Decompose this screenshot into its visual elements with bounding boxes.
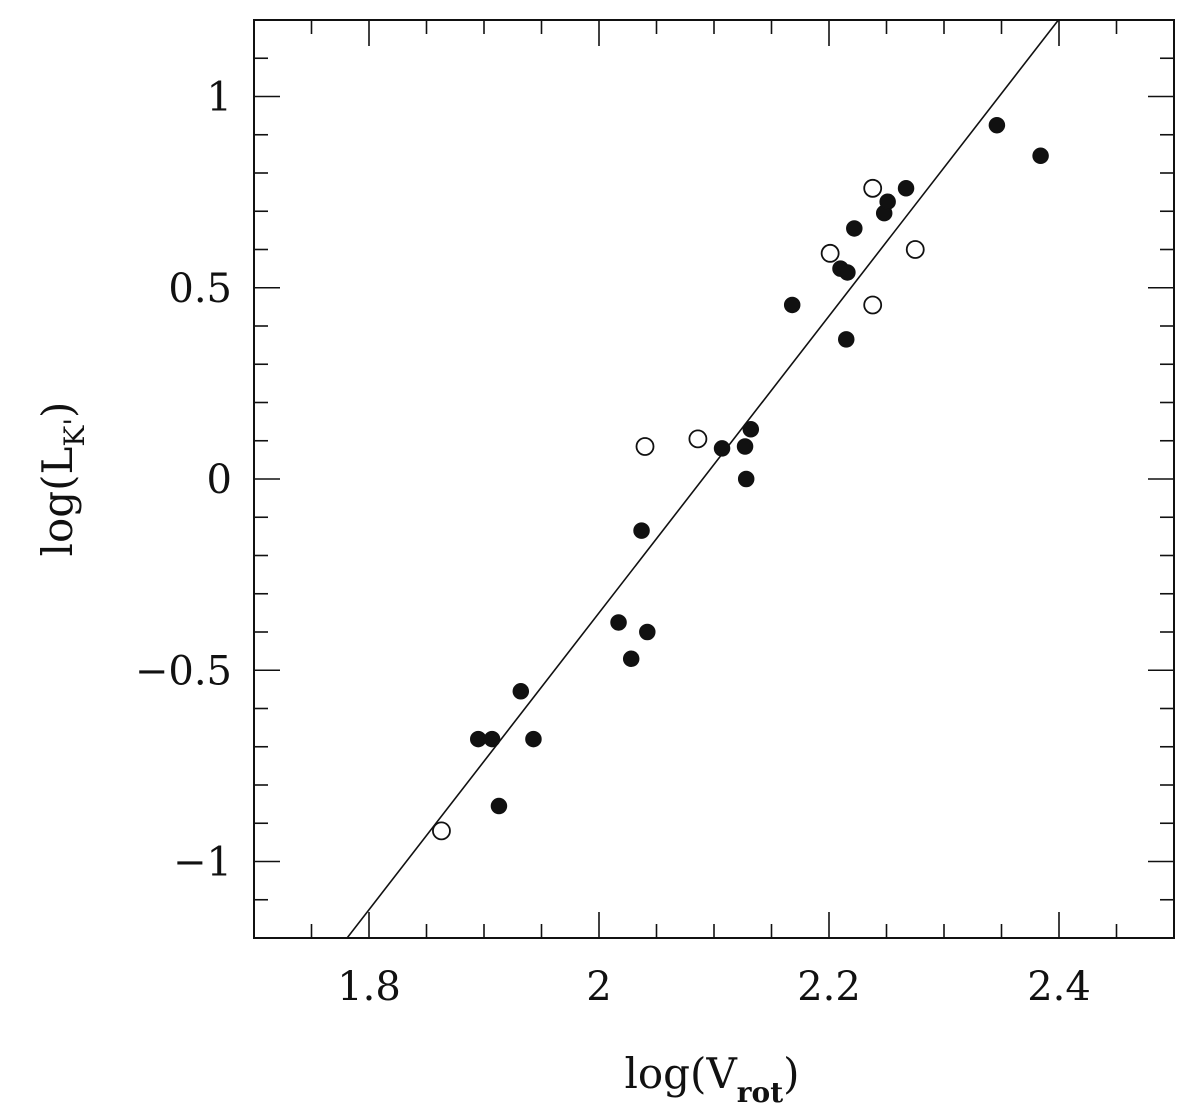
open-point xyxy=(635,437,655,456)
open-point xyxy=(820,243,840,263)
fit-line-group xyxy=(346,20,1060,938)
y-tick-label: 0.5 xyxy=(168,266,232,312)
filled-point xyxy=(879,193,896,210)
y-tick-label: 1 xyxy=(207,75,232,121)
x-axis-label-sub: rot xyxy=(737,1076,783,1109)
filled-point xyxy=(490,797,508,815)
filled-point xyxy=(838,331,855,348)
x-tick-label: 1.8 xyxy=(337,964,401,1010)
open-point xyxy=(863,178,883,198)
y-tick-label: −1 xyxy=(173,840,232,886)
open-point xyxy=(905,240,925,259)
filled-point xyxy=(839,264,856,281)
x-axis-label-base: log(V xyxy=(624,1049,737,1098)
filled-point xyxy=(897,180,915,197)
x-axis-label: log(Vrot) xyxy=(624,1049,799,1109)
y-tick-label: −0.5 xyxy=(135,648,232,694)
open-point xyxy=(432,821,451,841)
filled-point xyxy=(633,522,650,539)
filled-point xyxy=(483,730,501,748)
filled-point xyxy=(525,730,542,748)
x-tick-labels: 1.8 2 2.2 2.4 xyxy=(337,964,1091,1010)
x-tick-label: 2.4 xyxy=(1027,964,1091,1010)
filled-point xyxy=(639,623,656,641)
data-points xyxy=(432,116,1049,841)
open-point xyxy=(863,295,883,315)
y-tick-labels: 1 0.5 0 −0.5 −1 xyxy=(135,75,232,886)
y-axis-label-base: log(L xyxy=(33,447,82,557)
y-tick-label: 0 xyxy=(207,457,232,503)
filled-point xyxy=(742,421,760,438)
filled-point xyxy=(1032,147,1049,165)
x-axis-label-close: ) xyxy=(783,1049,799,1098)
filled-point xyxy=(622,650,640,668)
filled-point xyxy=(783,296,801,314)
filled-point xyxy=(846,220,863,237)
filled-point xyxy=(512,683,530,700)
filled-point xyxy=(713,440,731,457)
filled-point xyxy=(737,470,755,488)
open-point xyxy=(688,429,708,449)
y-axis-label: log(LK') xyxy=(33,402,91,557)
fit-line xyxy=(346,20,1060,938)
axis-ticks xyxy=(254,20,1174,938)
x-tick-label: 2.2 xyxy=(797,964,861,1010)
filled-point xyxy=(988,116,1006,134)
filled-point xyxy=(736,438,754,455)
plot-frame xyxy=(253,19,1175,939)
y-axis-label-sub: K' xyxy=(58,418,91,447)
y-axis-label-close: ) xyxy=(33,402,82,418)
x-tick-label: 2 xyxy=(586,964,611,1010)
filled-point xyxy=(610,614,627,631)
filled-point xyxy=(470,730,487,748)
